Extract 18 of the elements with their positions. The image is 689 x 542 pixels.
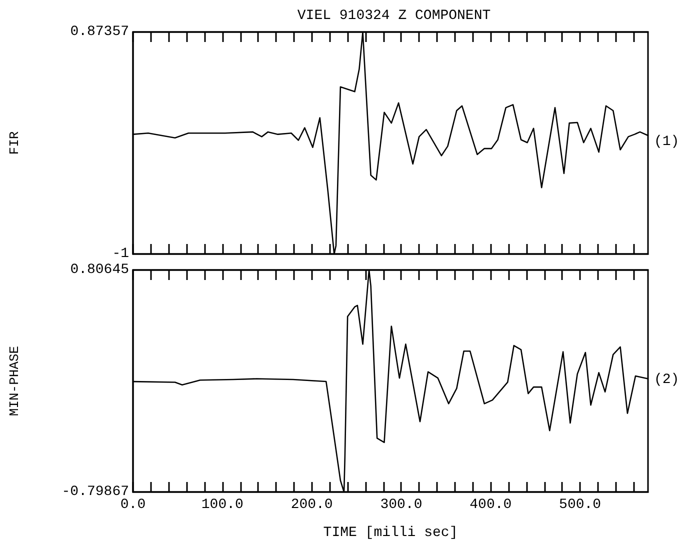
line-series — [132, 269, 649, 493]
y-tick-label: -0.79867 — [62, 484, 129, 500]
y-axis-title: FIR — [7, 131, 22, 155]
x-axis-title: TIME [milli sec] — [323, 525, 458, 541]
x-tick-label: 0.0 — [120, 497, 146, 513]
x-tick-label: 300.0 — [380, 497, 422, 513]
text: (1) — [654, 134, 680, 150]
x-tick-label: 200.0 — [290, 497, 333, 513]
line-series — [132, 31, 649, 255]
chart-title: VIEL 910324 Z COMPONENT — [297, 8, 491, 24]
x-tick-label: 400.0 — [470, 497, 512, 513]
y-tick-label: -1 — [112, 246, 129, 262]
y-tick-label: 0.80645 — [70, 262, 129, 278]
y-axis-title: MIN-PHASE — [7, 346, 22, 416]
x-tick-label: 100.0 — [201, 497, 244, 513]
text: (2) — [654, 372, 680, 388]
x-tick-label: 500.0 — [559, 497, 602, 513]
y-tick-label: 0.87357 — [70, 24, 129, 40]
